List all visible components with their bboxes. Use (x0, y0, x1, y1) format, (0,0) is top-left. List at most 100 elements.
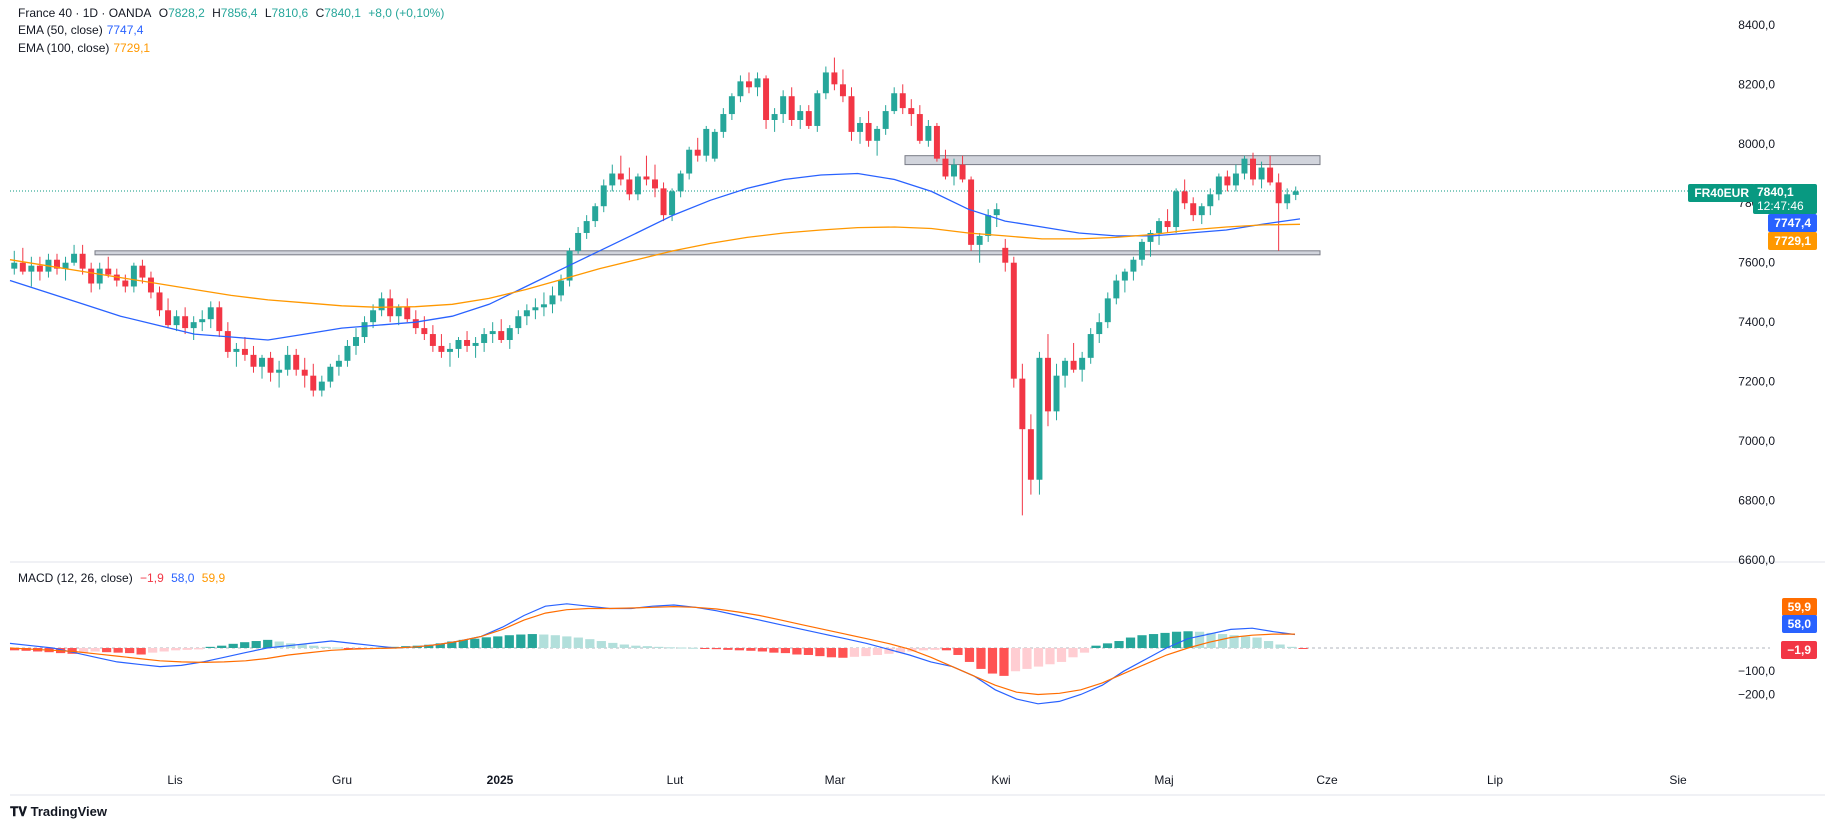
candle-body (822, 72, 829, 94)
candle-body (694, 149, 701, 156)
macd-histogram-bar (102, 648, 112, 653)
macd-histogram-bar (1091, 645, 1101, 648)
macd-histogram-bar (838, 648, 848, 658)
candle-body (1070, 360, 1077, 370)
macd-histogram-bar (493, 636, 503, 648)
macd-legend[interactable]: MACD (12, 26, close) −1,9 58,0 59,9 (18, 571, 226, 585)
candle-body (1096, 322, 1103, 335)
time-axis[interactable]: Lis Gru 2025 Lut Mar Kwi Maj Cze Lip Sie (167, 773, 1687, 787)
macd-histogram-bar (895, 648, 906, 653)
ema100-price-tag: 7729,1 (1768, 232, 1817, 250)
candle-body (643, 176, 650, 180)
candle-body (933, 125, 940, 159)
candle-body (318, 381, 325, 391)
candle-body (71, 253, 78, 263)
candle-body (429, 334, 436, 346)
candle-body (96, 268, 103, 284)
macd-histogram-bar (1217, 634, 1228, 648)
candle-body (686, 149, 693, 174)
resistance-zone (904, 155, 1321, 166)
macd-histogram-bar (1160, 632, 1170, 648)
price-axis[interactable]: 8400,08200,08000,07800,07600,07400,07200… (1738, 18, 1775, 702)
macd-histogram-bar (516, 634, 526, 648)
macd-histogram-bar (1171, 631, 1182, 648)
candle-body (959, 164, 966, 180)
high-label: H7856,4 (212, 6, 258, 20)
candle-body (677, 173, 684, 192)
candle-body (250, 354, 257, 367)
candle-body (669, 191, 676, 216)
macd-histogram-bar (953, 648, 963, 655)
candle-body (1190, 203, 1197, 216)
macd-histogram-bar (872, 648, 883, 655)
candle-body (848, 96, 855, 132)
price-axis-tick: 8400,0 (1738, 18, 1775, 32)
candle-body (737, 81, 744, 97)
close-label: C7840,1 (315, 6, 361, 20)
macd-histogram-bar (964, 648, 975, 662)
ema50-legend[interactable]: EMA (50, close) 7747,4 (18, 23, 144, 37)
macd-histogram-bar (918, 648, 929, 651)
tradingview-logo[interactable]: 𝐓𝐕 TradingView (10, 804, 107, 819)
candle-body (1104, 298, 1111, 323)
candle-body (899, 93, 906, 109)
candle-body (36, 265, 43, 272)
price-axis-tick: 8000,0 (1738, 137, 1775, 151)
candle-body (335, 360, 342, 367)
ema100-legend[interactable]: EMA (100, close) 7729,1 (18, 41, 151, 55)
candle-body (353, 337, 359, 346)
candle-body (378, 298, 385, 311)
candle-body (634, 176, 641, 195)
candle-body (617, 173, 624, 180)
candle-body (1079, 357, 1086, 370)
candle-body (19, 262, 26, 272)
candle-body (745, 81, 752, 88)
candle-body (122, 280, 129, 287)
price-axis-tick: 7400,0 (1738, 315, 1775, 329)
candle-body (814, 93, 821, 126)
candle-body (207, 307, 214, 320)
macd-histogram-bar (1033, 648, 1044, 667)
macd-histogram-bar (136, 648, 146, 655)
macd-histogram-bar (90, 648, 100, 652)
symbol-label[interactable]: France 40 · 1D · OANDA (18, 6, 152, 20)
candle-body (28, 265, 35, 272)
candle-body (882, 111, 889, 129)
open-label: O7828,2 (158, 6, 205, 20)
candle-body (916, 114, 923, 141)
macd-histogram-bar (171, 648, 181, 651)
macd-axis-tick: −200,0 (1738, 687, 1775, 701)
macd-histogram-bar (573, 637, 583, 648)
candle-body (88, 268, 95, 284)
candle-body (908, 108, 915, 115)
price-axis-tick: 7600,0 (1738, 256, 1775, 270)
macd-histogram-bar (1068, 648, 1078, 658)
candle-body (105, 268, 112, 275)
macd-histogram-bar (1194, 631, 1205, 648)
candle-body (754, 78, 761, 88)
candle-body (720, 114, 727, 132)
macd-histogram-bar (596, 641, 606, 648)
candle-body (130, 265, 137, 287)
macd-histogram-bar (1102, 643, 1113, 648)
price-axis-tick: 8200,0 (1738, 77, 1775, 91)
macd-histogram-bar (182, 648, 192, 650)
candle-body (489, 331, 496, 335)
candle-body (942, 158, 949, 177)
candle-body (951, 164, 957, 177)
candle-body (395, 307, 402, 317)
macd-histogram-bar (665, 647, 675, 649)
candle-body (1241, 158, 1248, 174)
macd-histogram-bar (332, 647, 342, 649)
macd-histogram-bar (1183, 631, 1193, 648)
macd-histogram-bar (240, 642, 250, 648)
candle-body (831, 72, 838, 85)
candle-body (190, 322, 197, 329)
macd-histogram-bar (470, 638, 480, 648)
candle-body (464, 340, 471, 346)
macd-histogram-bar (263, 639, 273, 648)
support-zone (94, 250, 1321, 256)
macd-histogram-bar (539, 634, 549, 648)
candle-body (293, 354, 300, 370)
